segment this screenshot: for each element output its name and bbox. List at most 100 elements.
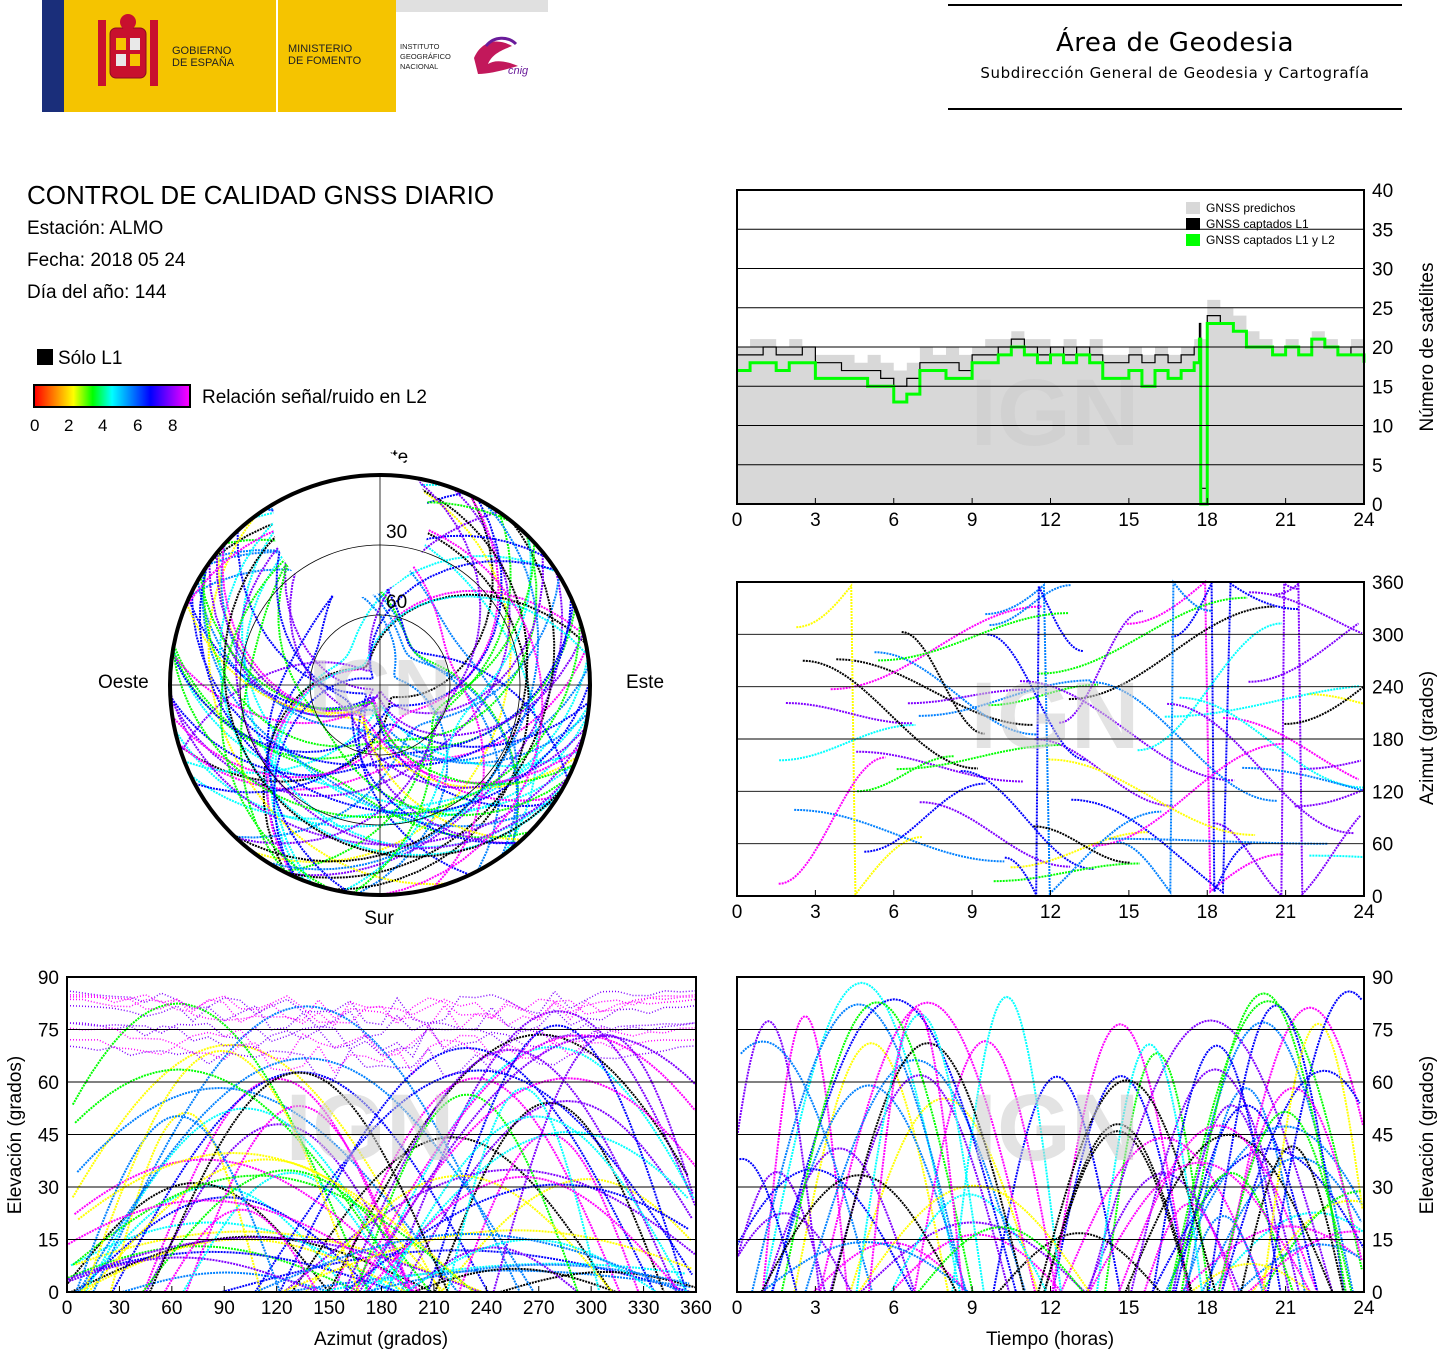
ea-track	[68, 1256, 319, 1293]
sky-track	[224, 538, 520, 849]
ministerio-block	[278, 0, 396, 112]
sky-track	[185, 603, 522, 841]
az-track	[794, 808, 1005, 863]
y-tick-label: 30	[1372, 260, 1393, 281]
x-tick-label: 24	[1353, 902, 1375, 923]
et-track	[1217, 1086, 1363, 1293]
et-track	[1087, 1019, 1334, 1293]
et-track	[1104, 1052, 1210, 1293]
y-tick-label: 120	[1372, 782, 1404, 803]
az-track	[1179, 696, 1364, 789]
legend-predicted-label: GNSS predichos	[1206, 201, 1295, 215]
ea-track	[492, 1033, 694, 1293]
header-rule-bottom	[948, 108, 1402, 110]
et-x-ticks: 0 3 6 9 12 15 18 21 24	[732, 1286, 1375, 1319]
et-track	[951, 995, 1062, 1293]
et-track	[804, 1058, 1027, 1293]
sky-track	[171, 494, 500, 779]
az-track	[918, 679, 1092, 717]
ea-track	[278, 1046, 656, 1293]
sky-track	[352, 542, 536, 895]
sky-track	[215, 552, 585, 737]
az-track	[830, 605, 1042, 691]
y-tick-label: 360	[1372, 573, 1404, 594]
et-track	[780, 1001, 974, 1293]
sky-track	[241, 482, 589, 818]
et-track	[1151, 1044, 1282, 1293]
ea-track	[343, 1183, 689, 1293]
az-y-ticks: 0 60 120 180 240 300 360	[737, 573, 1404, 908]
ign-watermark: IGN	[286, 1075, 455, 1181]
az-track	[989, 584, 1072, 627]
sky-track	[275, 488, 519, 845]
ea-track	[364, 1263, 690, 1293]
sky-track	[194, 701, 590, 794]
az-track	[901, 631, 985, 735]
x-tick-label: 270	[523, 1298, 555, 1319]
ea-track	[122, 1271, 331, 1293]
sky-track	[189, 704, 590, 820]
et-track	[739, 1157, 798, 1293]
az-track	[864, 782, 986, 853]
et-track	[992, 1075, 1122, 1293]
legend-l1-label: GNSS captados L1	[1206, 217, 1309, 231]
ea-high-track	[66, 998, 697, 1030]
ea-track	[71, 1043, 441, 1293]
x-tick-label: 210	[418, 1298, 450, 1319]
ea-high-track	[66, 1027, 697, 1060]
ea-y-ticks: 0 15 30 45 60 75 90	[38, 968, 696, 1304]
x-tick-label: 0	[62, 1298, 73, 1319]
az-track	[985, 582, 1162, 896]
az-track	[1213, 581, 1299, 898]
et-track	[1172, 1104, 1290, 1293]
az-track	[1248, 622, 1360, 683]
gov-line1: GOBIERNO	[172, 45, 232, 57]
x-tick-label: 6	[888, 1298, 899, 1319]
az-track	[1294, 788, 1364, 808]
x-tick-label: 3	[810, 510, 821, 530]
az-track	[785, 702, 913, 725]
ign-line3: NACIONAL	[400, 62, 438, 71]
skyplot-ring-60-label: 60	[386, 592, 407, 613]
date-label: Fecha: 2018 05 24	[27, 250, 186, 271]
ea-track	[75, 1115, 282, 1293]
ea-track	[354, 1077, 697, 1293]
institution-logos: GOBIERNO DE ESPAÑA MINISTERIO DE FOMENTO…	[42, 0, 548, 112]
elevation-time-chart: IGN 0 3 6 9 12 15 18 21 24 0 15 30 45 60 75 90 Tiempo …	[732, 968, 1438, 1350]
skyplot-chart: Norte Sur Este Oeste IGN 30 60	[98, 442, 664, 929]
et-track	[1180, 1225, 1360, 1293]
ign-watermark: IGN	[971, 360, 1140, 466]
et-track	[737, 1171, 827, 1293]
et-track	[1037, 1079, 1217, 1293]
report-title: CONTROL DE CALIDAD GNSS DIARIO	[27, 180, 495, 210]
az-track	[919, 801, 1071, 868]
ea-track	[383, 1115, 688, 1293]
y-tick-label: 10	[1372, 417, 1393, 438]
skyplot-east-label: Este	[626, 672, 664, 693]
y-tick-label: 35	[1372, 220, 1393, 241]
az-track	[988, 683, 1099, 707]
sky-track	[199, 576, 575, 786]
sky-track	[169, 691, 585, 846]
y-tick-label: 5	[1372, 456, 1383, 477]
et-track	[1240, 1145, 1345, 1293]
snr-label: Relación señal/ruido en L2	[202, 387, 427, 408]
snr-tick-6: 6	[133, 416, 143, 435]
ign-watermark: IGN	[971, 663, 1140, 769]
sky-track	[285, 496, 485, 889]
sky-track	[232, 474, 529, 863]
et-y-ticks: 0 15 30 45 60 75 90	[737, 968, 1393, 1304]
sky-track	[178, 495, 494, 783]
et-track	[857, 1184, 1091, 1293]
et-track	[771, 998, 1017, 1293]
y-tick-label: 45	[1372, 1126, 1393, 1147]
et-track	[737, 1212, 853, 1293]
x-tick-label: 120	[261, 1298, 293, 1319]
x-tick-label: 24	[1353, 510, 1375, 530]
y-tick-label: 40	[1372, 181, 1393, 202]
az-track	[856, 750, 1023, 783]
sky-track	[202, 534, 538, 748]
az-track	[836, 658, 1034, 726]
ea-track	[255, 1232, 683, 1293]
sky-track	[169, 603, 575, 777]
